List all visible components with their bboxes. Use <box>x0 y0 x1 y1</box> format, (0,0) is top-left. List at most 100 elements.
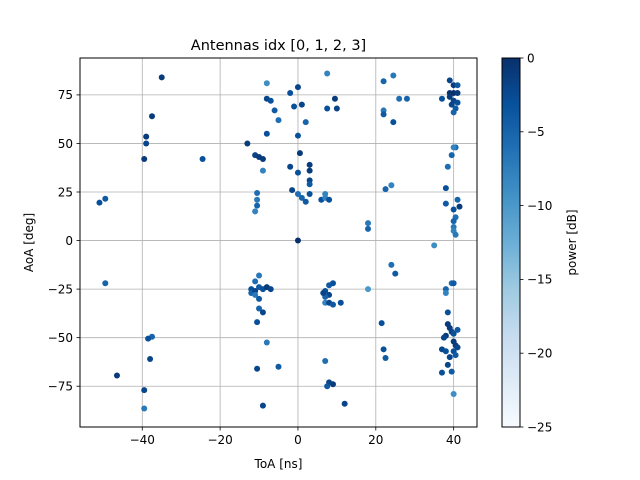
data-point <box>390 72 397 79</box>
data-point <box>440 334 447 341</box>
data-point <box>431 242 438 249</box>
data-point <box>141 387 148 394</box>
data-point <box>333 105 340 112</box>
data-point <box>365 225 372 232</box>
data-point <box>267 286 274 293</box>
data-point <box>450 218 457 225</box>
data-point <box>448 368 455 375</box>
data-point <box>454 196 461 203</box>
data-point <box>141 405 148 412</box>
data-point <box>259 309 266 316</box>
data-point <box>256 305 263 312</box>
data-point <box>291 103 298 110</box>
data-point <box>102 195 109 202</box>
data-point <box>259 167 266 174</box>
data-point <box>388 182 395 189</box>
data-point <box>324 70 331 77</box>
data-point <box>329 280 336 287</box>
data-point <box>320 289 327 296</box>
data-point <box>446 354 453 361</box>
data-point <box>141 155 148 162</box>
data-point <box>438 95 445 102</box>
x-tick-label: 20 <box>368 433 383 447</box>
data-point <box>380 346 387 353</box>
data-points <box>96 70 463 412</box>
x-tick-label: −40 <box>130 433 155 447</box>
data-point <box>96 199 103 206</box>
data-point <box>306 161 313 168</box>
data-point <box>294 132 301 139</box>
data-point <box>444 163 451 170</box>
data-point <box>450 390 457 397</box>
data-point <box>254 365 261 372</box>
data-point <box>302 119 309 126</box>
data-point <box>306 167 313 174</box>
data-point <box>454 89 461 96</box>
data-point <box>287 163 294 170</box>
data-point <box>254 189 261 196</box>
data-point <box>254 319 261 326</box>
data-point <box>306 190 313 197</box>
data-point <box>329 381 336 388</box>
data-point <box>388 261 395 268</box>
y-tick-label: 50 <box>58 137 73 151</box>
data-point <box>158 74 165 81</box>
data-point <box>254 196 261 203</box>
colorbar-ticks: 0 −5 −10 −15 −20 −25 <box>520 51 552 434</box>
data-point <box>452 352 459 359</box>
data-point <box>454 344 461 351</box>
data-point <box>306 181 313 188</box>
x-axis-label: ToA [ns] <box>254 457 303 471</box>
data-point <box>442 200 449 207</box>
y-tick-label: 75 <box>58 88 73 102</box>
data-point <box>378 320 385 327</box>
data-point <box>324 383 331 390</box>
grid-lines <box>80 58 477 427</box>
data-point <box>102 280 109 287</box>
data-point <box>365 286 372 293</box>
y-tick-label: −50 <box>48 331 73 345</box>
data-point <box>271 107 278 114</box>
data-point <box>326 196 333 203</box>
data-point <box>289 187 296 194</box>
y-tick-label: −25 <box>48 282 73 296</box>
data-point <box>341 400 348 407</box>
data-point <box>454 326 461 333</box>
data-point <box>294 190 301 197</box>
data-point <box>442 185 449 192</box>
data-point <box>456 203 463 210</box>
y-tick-label: −75 <box>48 380 73 394</box>
colorbar-tick-label: −25 <box>527 420 552 434</box>
data-point <box>403 95 410 102</box>
colorbar-tick-label: 0 <box>527 51 535 65</box>
data-point <box>446 93 453 100</box>
data-point <box>259 155 266 162</box>
data-point <box>259 402 266 409</box>
data-point <box>392 270 399 277</box>
y-axis-label: AoA [deg] <box>22 213 36 272</box>
data-point <box>324 105 331 112</box>
data-point <box>256 295 263 302</box>
data-point <box>382 186 389 193</box>
data-point <box>252 291 259 298</box>
colorbar-tick-label: −10 <box>527 199 552 213</box>
data-point <box>442 289 449 296</box>
data-point <box>450 109 457 116</box>
data-point <box>252 278 259 285</box>
data-point <box>444 309 451 316</box>
data-point <box>263 339 270 346</box>
data-point <box>263 130 270 137</box>
data-point <box>444 361 451 368</box>
data-point <box>450 330 457 337</box>
data-point <box>296 150 303 157</box>
data-point <box>143 140 150 147</box>
data-point <box>380 78 387 85</box>
data-point <box>267 97 274 104</box>
data-point <box>450 144 457 151</box>
data-point <box>145 335 152 342</box>
data-point <box>254 202 261 209</box>
x-tick-label: 40 <box>446 433 461 447</box>
data-point <box>294 237 301 244</box>
data-point <box>446 77 453 84</box>
